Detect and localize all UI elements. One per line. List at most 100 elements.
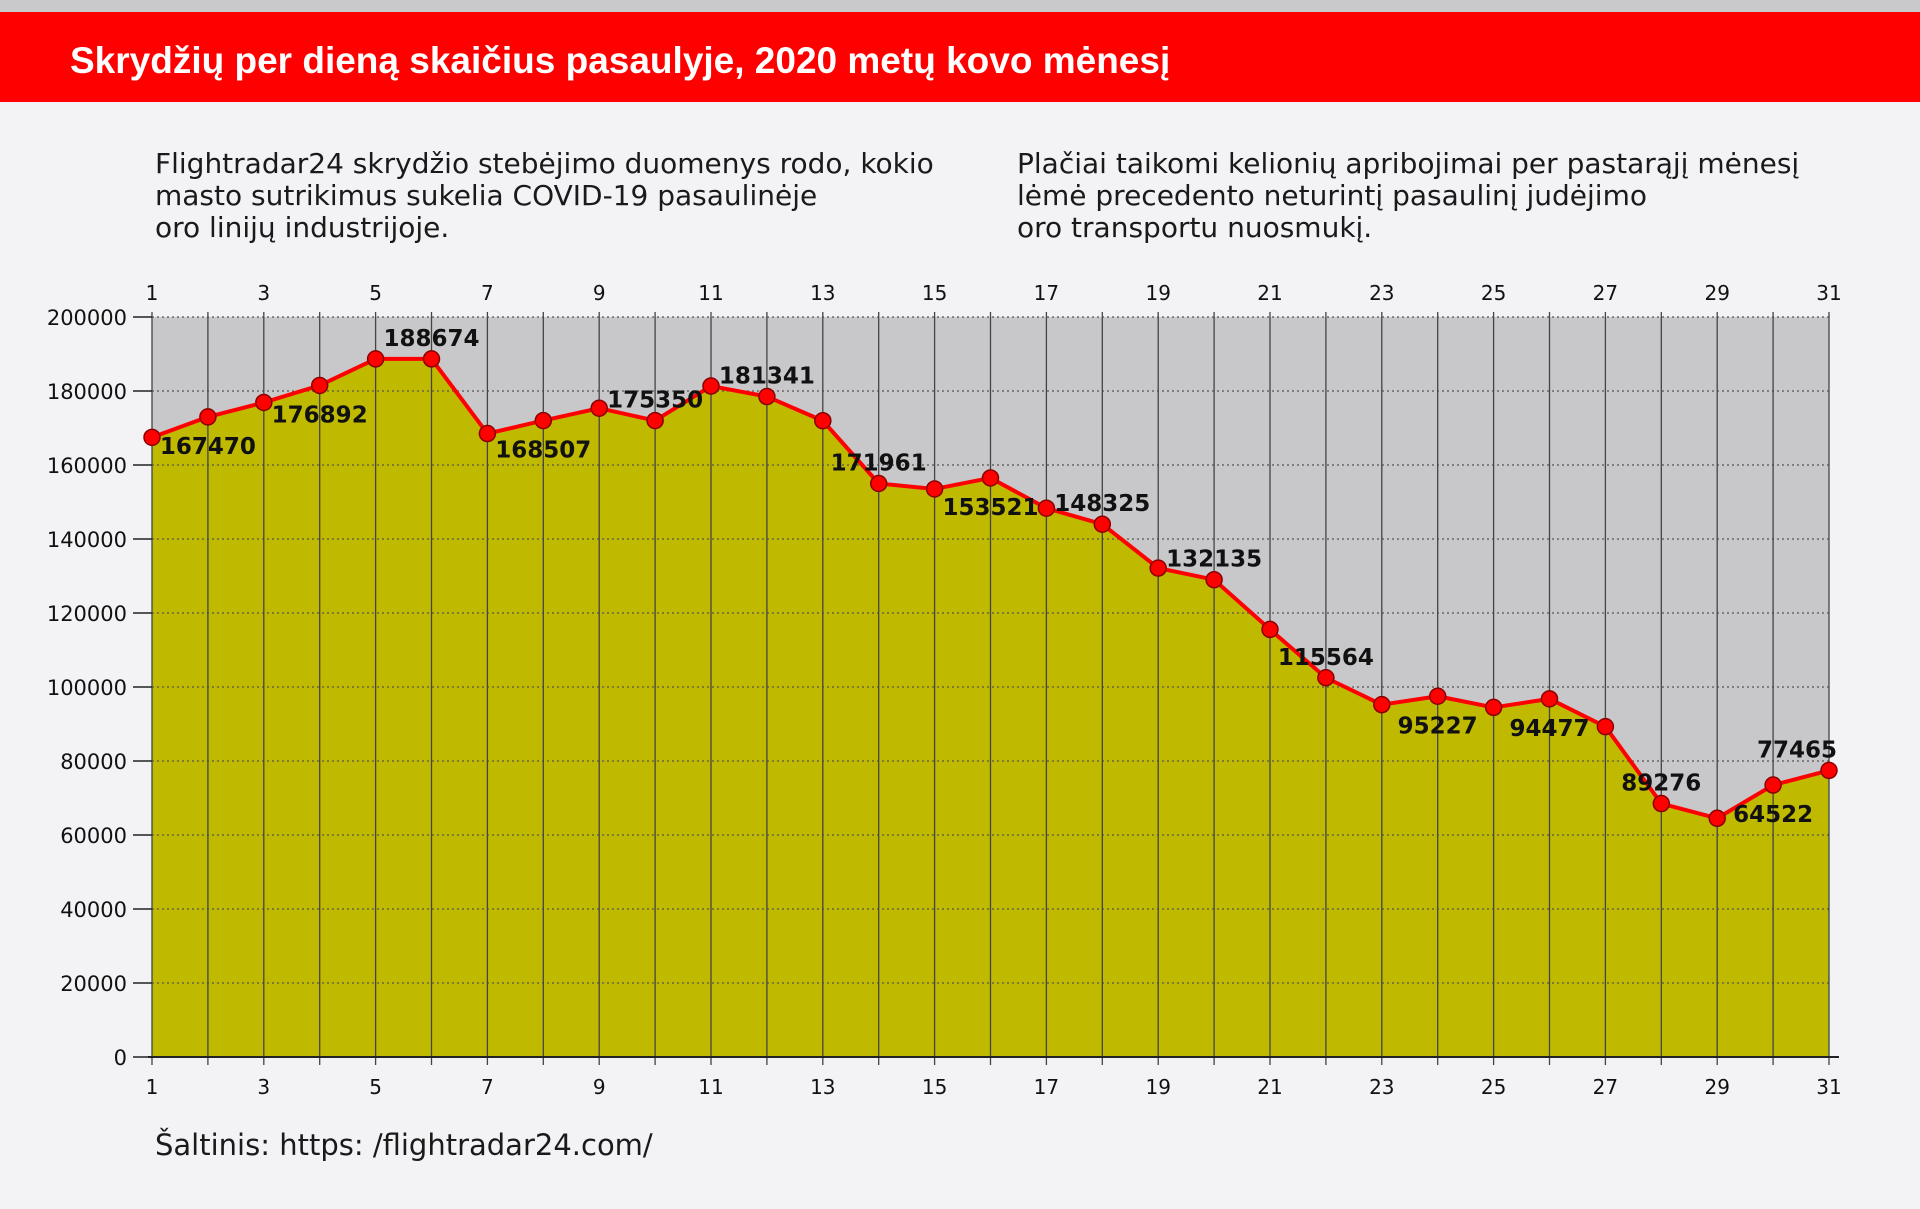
x-tick-label-bottom: 21 (1257, 1075, 1282, 1099)
intro-left-line: oro linijų industrijoje. (155, 211, 450, 244)
data-label: 181341 (719, 364, 815, 390)
intro-right-line: Plačiai taikomi kelionių apribojimai per… (1017, 147, 1800, 180)
data-point (1093, 515, 1112, 533)
data-point (1820, 761, 1838, 780)
x-tick-label-top: 27 (1593, 281, 1618, 305)
data-label: 64522 (1733, 802, 1813, 828)
data-label: 175350 (607, 388, 703, 414)
source-label: Šaltinis: https: /flightradar24.com/ (155, 1128, 653, 1162)
x-tick-label-bottom: 3 (257, 1075, 270, 1099)
data-point (646, 411, 664, 430)
data-point (590, 399, 608, 417)
page-title: Skrydžių per dieną skaičius pasaulyje, 2… (70, 40, 1171, 81)
data-point (1652, 794, 1671, 813)
x-tick-label-top: 31 (1816, 281, 1841, 305)
x-tick-label-top: 9 (593, 281, 606, 305)
x-tick-label-top: 17 (1034, 281, 1059, 305)
data-label: 77465 (1757, 737, 1837, 763)
intro-right-line: lėmė precedento neturintį pasaulinį judė… (1017, 179, 1647, 212)
x-tick-label-top: 21 (1257, 281, 1282, 305)
data-point (925, 480, 944, 498)
data-point (1540, 690, 1559, 708)
x-tick-label-bottom: 9 (593, 1075, 606, 1099)
data-point (1261, 620, 1279, 639)
data-point (255, 393, 273, 412)
x-tick-label-bottom: 25 (1481, 1075, 1506, 1099)
data-label: 95227 (1398, 713, 1478, 739)
x-tick-label-top: 1 (146, 281, 159, 305)
intro-right-line: oro transportu nuosmukį. (1017, 211, 1373, 244)
data-point (869, 474, 888, 493)
data-label: 176892 (272, 402, 368, 428)
x-tick-label-top: 13 (810, 281, 835, 305)
x-tick-label-bottom: 31 (1816, 1075, 1841, 1099)
x-tick-label-top: 5 (369, 281, 382, 305)
x-tick-label-top: 3 (257, 281, 270, 305)
data-label: 94477 (1509, 716, 1589, 742)
data-point (1484, 698, 1503, 717)
y-tick-label: 0 (114, 1046, 127, 1070)
intro-right-text: Plačiai taikomi kelionių apribojimai per… (1017, 148, 1799, 244)
data-point (981, 469, 1000, 487)
title-bar: Skrydžių per dieną skaičius pasaulyje, 2… (0, 12, 1920, 102)
data-label: 153521 (942, 495, 1038, 521)
x-tick-label-bottom: 7 (481, 1075, 494, 1099)
data-point (1596, 717, 1615, 736)
y-tick-label: 180000 (47, 380, 127, 404)
y-tick-label: 20000 (60, 972, 127, 996)
y-tick-label: 200000 (47, 306, 127, 330)
x-tick-label-bottom: 17 (1034, 1075, 1059, 1099)
data-point (310, 376, 329, 395)
data-point (1708, 809, 1726, 828)
x-tick-label-top: 25 (1481, 281, 1506, 305)
data-point (1149, 559, 1167, 577)
x-tick-label-bottom: 27 (1593, 1075, 1618, 1099)
x-tick-label-bottom: 11 (698, 1075, 723, 1099)
intro-left-text: Flightradar24 skrydžio stebėjimo duomeny… (155, 148, 934, 244)
data-label: 188674 (383, 326, 479, 352)
data-point (758, 387, 776, 406)
x-tick-label-bottom: 23 (1369, 1075, 1394, 1099)
y-tick-label: 100000 (47, 676, 127, 700)
x-tick-label-bottom: 19 (1145, 1075, 1170, 1099)
intro-left-line: masto sutrikimus sukelia COVID-19 pasaul… (155, 179, 818, 212)
y-tick-label: 140000 (47, 528, 127, 552)
data-point (366, 350, 385, 368)
x-tick-label-top: 23 (1369, 281, 1394, 305)
data-label: 167470 (160, 434, 256, 460)
source-note: Šaltinis: https: /flightradar24.com/ (155, 1128, 653, 1162)
intro-left-line: Flightradar24 skrydžio stebėjimo duomeny… (155, 147, 934, 180)
top-strip (0, 0, 1920, 12)
x-tick-label-top: 7 (481, 281, 494, 305)
data-point (422, 350, 441, 368)
data-label: 115564 (1278, 645, 1374, 671)
data-label: 148325 (1054, 491, 1150, 517)
x-tick-label-top: 15 (922, 281, 947, 305)
data-point (702, 377, 720, 395)
y-tick-label: 40000 (60, 898, 127, 922)
data-point (534, 411, 553, 430)
x-tick-label-bottom: 13 (810, 1075, 835, 1099)
y-tick-label: 80000 (60, 750, 127, 774)
y-tick-label: 160000 (47, 454, 127, 478)
x-tick-label-bottom: 5 (369, 1075, 382, 1099)
data-point (199, 408, 217, 426)
x-tick-label-top: 29 (1704, 281, 1729, 305)
data-point (478, 424, 497, 443)
y-tick-label: 120000 (47, 602, 127, 626)
y-tick-label: 60000 (60, 824, 127, 848)
data-point (1373, 695, 1391, 714)
x-tick-label-bottom: 1 (146, 1075, 159, 1099)
data-point (1428, 687, 1447, 705)
data-point (1205, 570, 1223, 589)
data-label: 171961 (831, 451, 927, 477)
x-tick-label-top: 11 (698, 281, 723, 305)
data-label: 89276 (1621, 771, 1701, 797)
x-tick-label-bottom: 15 (922, 1075, 947, 1099)
data-label: 132135 (1166, 547, 1262, 573)
data-point (1037, 499, 1056, 517)
data-point (1317, 669, 1335, 687)
data-point (1764, 776, 1782, 794)
x-tick-label-bottom: 29 (1704, 1075, 1729, 1099)
